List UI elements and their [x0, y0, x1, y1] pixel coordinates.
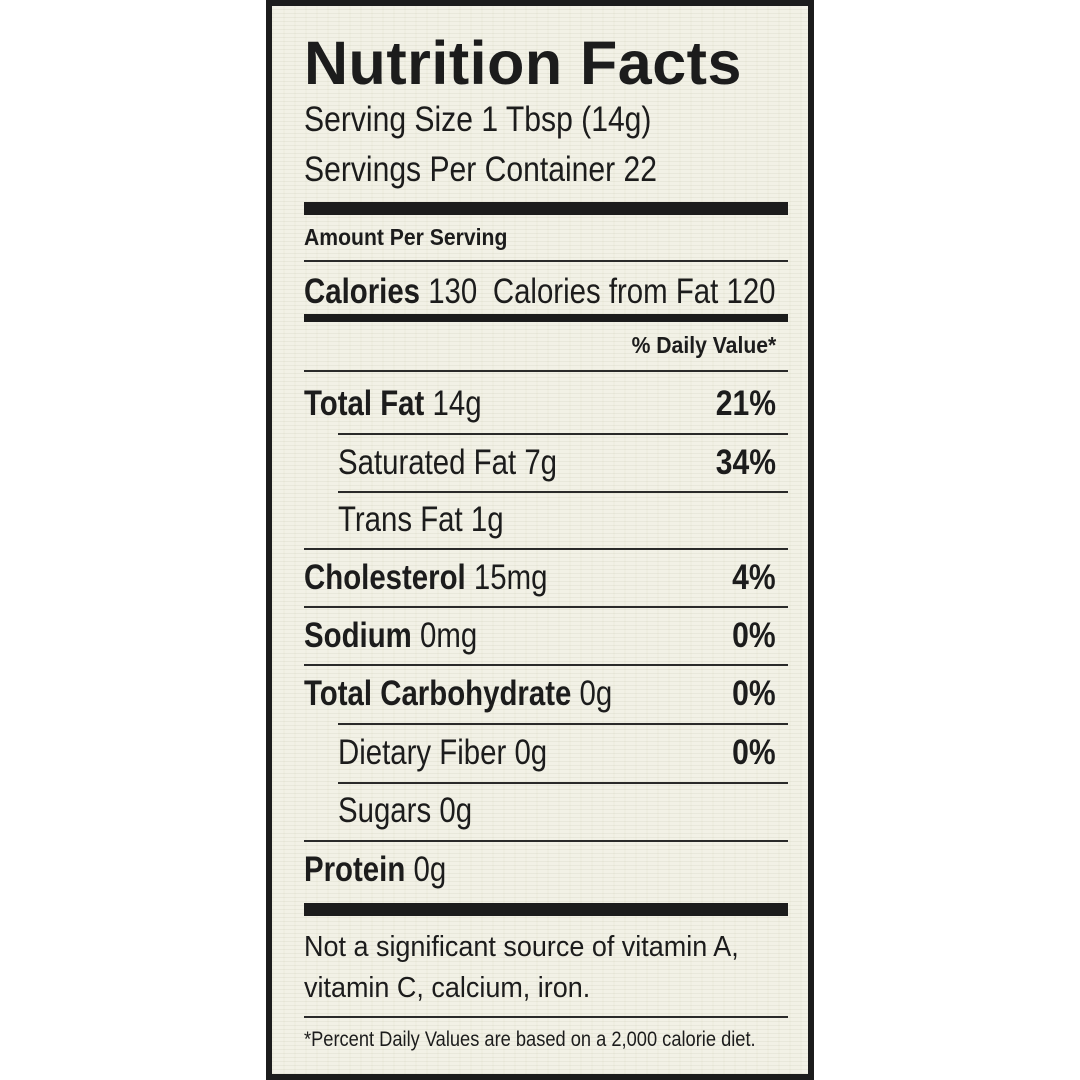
nutrient-name: Total Carbohydrate [304, 674, 572, 713]
daily-value-header: % Daily Value* [631, 332, 776, 358]
calories-value: 130 [428, 272, 478, 311]
nutrient-amount: 0mg [419, 616, 478, 655]
divider [304, 664, 788, 666]
nutrient-amount: 0g [579, 674, 613, 713]
nutrient-name: Sodium [304, 616, 412, 655]
nutrient-name: Sugars [338, 791, 432, 830]
divider [338, 723, 788, 725]
row-trans-fat: Trans Fat 1g [338, 500, 504, 540]
row-total-fat: Total Fat 14g [304, 384, 482, 424]
daily-value: 0% [732, 674, 776, 713]
thick-divider [304, 903, 788, 916]
row-total-carbohydrate: Total Carbohydrate 0g [304, 674, 612, 714]
row-cholesterol: Cholesterol 15mg [304, 558, 547, 598]
nutrient-amount: 0g [514, 733, 548, 772]
divider [338, 782, 788, 784]
nutrient-name: Total Fat [304, 384, 425, 423]
row-sugars: Sugars 0g [338, 791, 472, 831]
nutrient-name: Trans Fat [338, 500, 463, 539]
calories-from-fat: Calories from Fat 120 [493, 272, 776, 311]
daily-value: 0% [732, 733, 776, 772]
divider [304, 548, 788, 550]
divider [304, 840, 788, 842]
calories-label: Calories [304, 272, 421, 311]
row-dietary-fiber: Dietary Fiber 0g [338, 733, 547, 773]
divider [304, 260, 788, 262]
nutrition-facts-label: Nutrition Facts Serving Size 1 Tbsp (14g… [266, 0, 814, 1080]
calories-line: Calories 130 [304, 272, 477, 312]
divider [338, 433, 788, 435]
amount-per-serving: Amount Per Serving [304, 224, 508, 250]
daily-value: 0% [732, 616, 776, 655]
daily-value: 21% [715, 384, 776, 423]
row-saturated-fat: Saturated Fat 7g [338, 443, 557, 483]
nutrient-amount: 7g [524, 443, 558, 482]
nutrient-amount: 0g [413, 850, 447, 889]
divider [338, 491, 788, 493]
divider [304, 370, 788, 372]
medium-divider [304, 314, 788, 322]
nutrient-name: Saturated Fat [338, 443, 517, 482]
vitamin-note: Not a significant source of vitamin A, v… [304, 931, 739, 1004]
nutrient-amount: 0g [439, 791, 473, 830]
nutrient-amount: 1g [470, 500, 504, 539]
daily-value: 34% [715, 443, 776, 482]
divider [304, 1016, 788, 1018]
row-sodium: Sodium 0mg [304, 616, 477, 656]
serving-size: Serving Size 1 Tbsp (14g) [304, 100, 652, 139]
daily-value-footnote: *Percent Daily Values are based on a 2,0… [304, 1028, 756, 1051]
nutrient-amount: 15mg [473, 558, 548, 597]
nutrient-name: Dietary Fiber [338, 733, 507, 772]
divider [304, 606, 788, 608]
label-title: Nutrition Facts [304, 29, 742, 97]
row-protein: Protein 0g [304, 850, 446, 890]
nutrient-name: Protein [304, 850, 406, 889]
nutrient-name: Cholesterol [304, 558, 466, 597]
thick-divider [304, 202, 788, 215]
daily-value: 4% [732, 558, 776, 597]
nutrient-amount: 14g [432, 384, 482, 423]
servings-per-container: Servings Per Container 22 [304, 150, 658, 189]
